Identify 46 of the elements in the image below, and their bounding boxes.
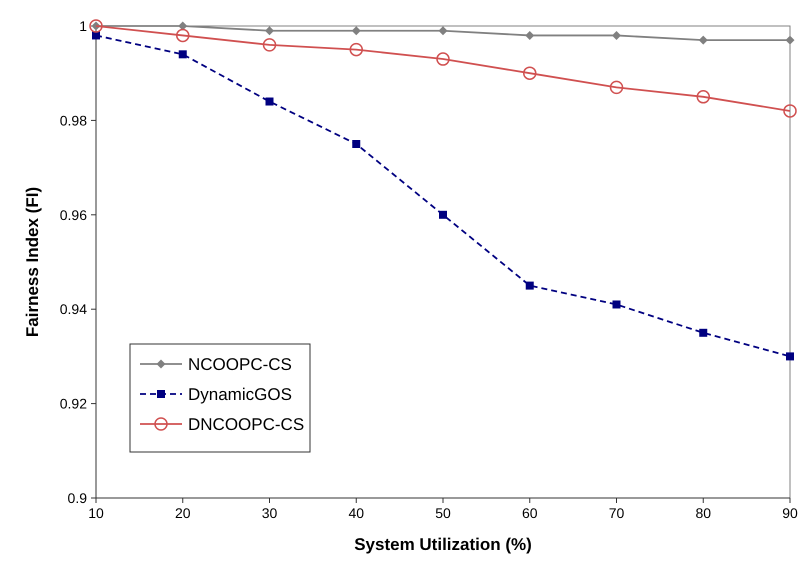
point: [352, 140, 360, 148]
point: [350, 42, 363, 56]
point: [178, 22, 188, 30]
point: [439, 210, 447, 219]
legend-label: DNCOOPC-CS: [188, 415, 304, 434]
x-axis-title: System Utilization (%): [354, 535, 532, 554]
y-tick-label: 0.9: [68, 490, 88, 506]
point: [783, 104, 797, 118]
y-tick-label: 0.92: [60, 396, 88, 412]
x-tick-label: 70: [608, 505, 624, 521]
x-tick-label: 90: [782, 505, 798, 521]
y-tick-label: 0.98: [60, 112, 88, 128]
point: [786, 36, 794, 45]
point: [612, 30, 621, 40]
point: [89, 19, 103, 33]
point: [610, 80, 624, 94]
y-tick-label: 0.94: [60, 301, 88, 318]
x-tick-label: 60: [522, 505, 538, 521]
point: [438, 26, 448, 36]
x-tick-label: 10: [88, 505, 104, 521]
point: [786, 352, 794, 360]
y-axis-title: Fairness Index (FI): [23, 186, 42, 338]
y-tick-label: 1: [79, 18, 88, 34]
x-tick-label: 30: [262, 505, 278, 521]
x-tick-label: 40: [348, 505, 364, 521]
point: [523, 66, 536, 80]
legend-label: DynamicGOS: [188, 385, 292, 404]
point: [265, 26, 274, 36]
x-tick-label: 80: [695, 505, 712, 521]
point: [176, 28, 190, 42]
legend-label: NCOOPC-CS: [188, 355, 292, 374]
point: [696, 90, 710, 104]
y-tick-label: 0.96: [60, 206, 88, 223]
point: [262, 38, 276, 52]
point: [699, 328, 708, 337]
point: [698, 36, 708, 45]
point: [178, 50, 187, 58]
point: [352, 26, 361, 36]
point: [92, 31, 100, 40]
point: [612, 300, 620, 308]
x-tick-label: 20: [174, 505, 191, 521]
point: [266, 98, 274, 106]
x-tick-label: 50: [435, 505, 451, 521]
point: [436, 52, 450, 66]
point: [525, 30, 534, 40]
point: [526, 282, 534, 290]
